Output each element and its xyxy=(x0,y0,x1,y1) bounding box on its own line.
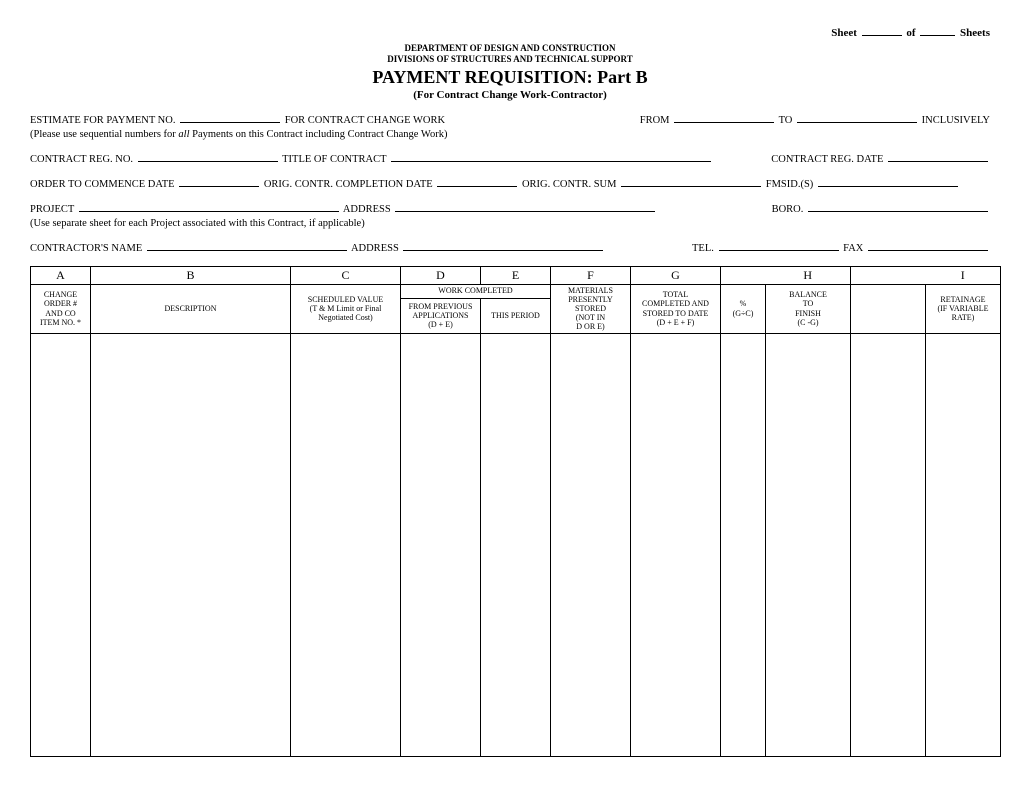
label-address-2: ADDRESS xyxy=(351,243,399,254)
blank-title-of-contract[interactable] xyxy=(391,151,711,162)
row-commence: ORDER TO COMMENCE DATE ORIG. CONTR. COMP… xyxy=(30,176,990,190)
label-tel: TEL. xyxy=(692,243,714,254)
note-separate-sheet: (Use separate sheet for each Project ass… xyxy=(30,218,990,229)
blank-address-1[interactable] xyxy=(395,201,655,212)
col-letter-f: F xyxy=(551,266,631,284)
table-header-row-1: CHANGE ORDER # AND CO ITEM NO. * DESCRIP… xyxy=(31,284,1001,298)
label-to: TO xyxy=(779,115,793,126)
cell-blank[interactable] xyxy=(851,333,926,756)
requisition-table: A B C D E F G H I CHANGE ORDER # AND CO … xyxy=(30,266,1001,757)
col-letter-blank xyxy=(721,266,766,284)
blank-address-2[interactable] xyxy=(403,240,603,251)
hdr-b: DESCRIPTION xyxy=(91,284,291,333)
sheet-mid: of xyxy=(906,27,915,39)
blank-tel[interactable] xyxy=(719,240,839,251)
page-subtitle: (For Contract Change Work-Contractor) xyxy=(30,89,990,101)
row-contractor: CONTRACTOR'S NAME ADDRESS TEL. FAX xyxy=(30,240,990,254)
blank-order-commence[interactable] xyxy=(179,176,259,187)
hdr-c: SCHEDULED VALUE (T & M Limit or Final Ne… xyxy=(291,284,401,333)
hdr-g: TOTAL COMPLETED AND STORED TO DATE (D + … xyxy=(631,284,721,333)
note1a: (Please use sequential numbers for xyxy=(30,129,178,140)
label-inclusively: INCLUSIVELY xyxy=(922,115,990,126)
col-letter-i: I xyxy=(926,266,1001,284)
hdr-f: MATERIALS PRESENTLY STORED (NOT IN D OR … xyxy=(551,284,631,333)
blank-from[interactable] xyxy=(674,112,774,123)
dept-line-1: DEPARTMENT OF DESIGN AND CONSTRUCTION xyxy=(30,43,990,54)
blank-fmsid[interactable] xyxy=(818,176,958,187)
blank-project[interactable] xyxy=(79,201,339,212)
label-orig-compl: ORIG. CONTR. COMPLETION DATE xyxy=(264,179,433,190)
table-letter-row: A B C D E F G H I xyxy=(31,266,1001,284)
note-sequential: (Please use sequential numbers for all P… xyxy=(30,129,990,140)
hdr-de-group: WORK COMPLETED xyxy=(401,284,551,298)
table-body-row xyxy=(31,333,1001,756)
col-letter-g: G xyxy=(631,266,721,284)
col-letter-e: E xyxy=(481,266,551,284)
dept-line-2: DIVISIONS OF STRUCTURES AND TECHNICAL SU… xyxy=(30,54,990,65)
blank-to[interactable] xyxy=(797,112,917,123)
hdr-i: RETAINAGE (IF VARIABLE RATE) xyxy=(926,284,1001,333)
label-contract-reg-date: CONTRACT REG. DATE xyxy=(771,154,883,165)
row-project: PROJECT ADDRESS BORO. xyxy=(30,201,990,215)
cell-c[interactable] xyxy=(291,333,401,756)
label-contract-reg-no: CONTRACT REG. NO. xyxy=(30,154,133,165)
cell-b[interactable] xyxy=(91,333,291,756)
cell-f[interactable] xyxy=(551,333,631,756)
col-letter-c: C xyxy=(291,266,401,284)
header-block: DEPARTMENT OF DESIGN AND CONSTRUCTION DI… xyxy=(30,43,990,101)
label-fax: FAX xyxy=(843,243,863,254)
note1c: Payments on this Contract including Cont… xyxy=(190,129,448,140)
label-order-commence: ORDER TO COMMENCE DATE xyxy=(30,179,175,190)
cell-a[interactable] xyxy=(31,333,91,756)
label-address-1: ADDRESS xyxy=(343,204,391,215)
blank-contractor-name[interactable] xyxy=(147,240,347,251)
blank-estimate-no[interactable] xyxy=(180,112,280,123)
page-title: PAYMENT REQUISITION: Part B xyxy=(30,67,990,88)
col-letter-h: H xyxy=(766,266,851,284)
sheet-prefix: Sheet xyxy=(831,27,857,39)
note1b: all xyxy=(178,129,189,140)
sheet-blank-2[interactable] xyxy=(920,25,955,36)
label-title-of-contract: TITLE OF CONTRACT xyxy=(282,154,386,165)
hdr-e: THIS PERIOD xyxy=(481,298,551,333)
blank-fax[interactable] xyxy=(868,240,988,251)
hdr-pct: % (G÷C) xyxy=(721,284,766,333)
label-fmsid: FMSID.(S) xyxy=(766,179,814,190)
hdr-d: FROM PREVIOUS APPLICATIONS (D + E) xyxy=(401,298,481,333)
hdr-a: CHANGE ORDER # AND CO ITEM NO. * xyxy=(31,284,91,333)
sheet-indicator: Sheet of Sheets xyxy=(30,25,990,39)
blank-orig-sum[interactable] xyxy=(621,176,761,187)
blank-orig-compl[interactable] xyxy=(437,176,517,187)
blank-contract-reg-date[interactable] xyxy=(888,151,988,162)
label-estimate-no: ESTIMATE FOR PAYMENT NO. xyxy=(30,115,175,126)
cell-h[interactable] xyxy=(766,333,851,756)
col-letter-b: B xyxy=(91,266,291,284)
cell-e[interactable] xyxy=(481,333,551,756)
cell-d[interactable] xyxy=(401,333,481,756)
hdr-h: BALANCE TO FINISH (C -G) xyxy=(766,284,851,333)
label-from: FROM xyxy=(640,115,670,126)
label-for-ccw: FOR CONTRACT CHANGE WORK xyxy=(285,115,445,126)
label-boro: BORO. xyxy=(772,204,804,215)
label-project: PROJECT xyxy=(30,204,74,215)
blank-boro[interactable] xyxy=(808,201,988,212)
sheet-suffix: Sheets xyxy=(960,27,990,39)
label-contractor-name: CONTRACTOR'S NAME xyxy=(30,243,142,254)
col-letter-blank2 xyxy=(851,266,926,284)
label-orig-sum: ORIG. CONTR. SUM xyxy=(522,179,617,190)
cell-i[interactable] xyxy=(926,333,1001,756)
row-contract-reg: CONTRACT REG. NO. TITLE OF CONTRACT CONT… xyxy=(30,151,990,165)
sheet-blank-1[interactable] xyxy=(862,25,902,36)
hdr-blank xyxy=(851,284,926,333)
cell-g[interactable] xyxy=(631,333,721,756)
col-letter-d: D xyxy=(401,266,481,284)
row-estimate: ESTIMATE FOR PAYMENT NO. FOR CONTRACT CH… xyxy=(30,112,990,126)
cell-pct[interactable] xyxy=(721,333,766,756)
col-letter-a: A xyxy=(31,266,91,284)
blank-contract-reg-no[interactable] xyxy=(138,151,278,162)
